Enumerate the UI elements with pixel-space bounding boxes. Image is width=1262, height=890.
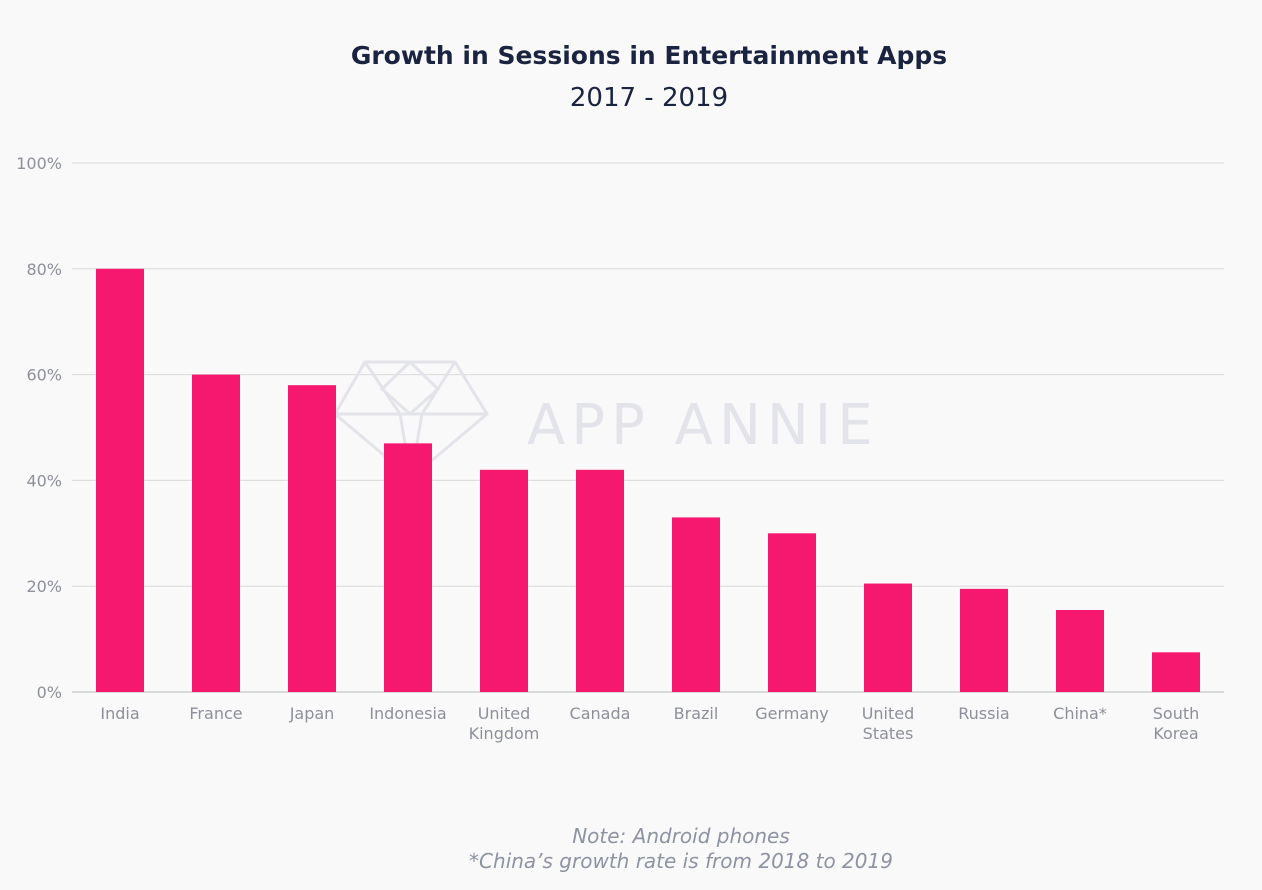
x-tick-label: Russia: [958, 704, 1009, 723]
bar: [192, 374, 240, 692]
x-tick-label: Japan: [289, 704, 335, 723]
bar: [288, 385, 336, 692]
bars: [96, 268, 1200, 692]
x-axis-labels: India France Japan Indonesia United Kingdom Ca…: [100, 704, 1199, 743]
watermark: APP ANNIE: [333, 360, 879, 480]
bar: [480, 469, 528, 692]
bar: [384, 443, 432, 692]
bar: [768, 533, 816, 692]
x-tick-label: Indonesia: [369, 704, 446, 723]
gridlines: [72, 162, 1224, 693]
bar: [672, 517, 720, 692]
y-tick-label: 20%: [26, 577, 62, 596]
bar: [576, 469, 624, 692]
x-tick-label: Canada: [570, 704, 631, 723]
y-tick-label: 80%: [26, 260, 62, 279]
y-tick-label: 100%: [16, 154, 62, 173]
x-tick-label: South Korea: [1153, 704, 1200, 743]
bar: [960, 588, 1008, 692]
note-line-2: *China’s growth rate is from 2018 to 201…: [469, 849, 893, 873]
note-line-1: Note: Android phones: [572, 824, 790, 848]
bar: [1056, 610, 1104, 692]
x-tick-label: Brazil: [674, 704, 719, 723]
x-tick-label: France: [189, 704, 242, 723]
x-tick-label: Germany: [755, 704, 829, 723]
bar: [96, 268, 144, 692]
chart-subtitle: 2017 - 2019: [570, 83, 728, 113]
y-tick-label: 40%: [26, 471, 62, 490]
watermark-text: APP ANNIE: [527, 393, 879, 458]
x-tick-label: China*: [1053, 704, 1107, 723]
y-axis-ticks: 0% 20% 40% 60% 80% 100%: [16, 154, 62, 702]
y-tick-label: 0%: [37, 683, 62, 702]
bar: [864, 583, 912, 692]
chart-title: Growth in Sessions in Entertainment Apps: [351, 41, 947, 70]
x-tick-label: United States: [862, 704, 915, 743]
y-tick-label: 60%: [26, 366, 62, 385]
x-tick-label: India: [100, 704, 139, 723]
x-tick-label: United Kingdom: [469, 704, 540, 743]
bar: [1152, 652, 1200, 692]
